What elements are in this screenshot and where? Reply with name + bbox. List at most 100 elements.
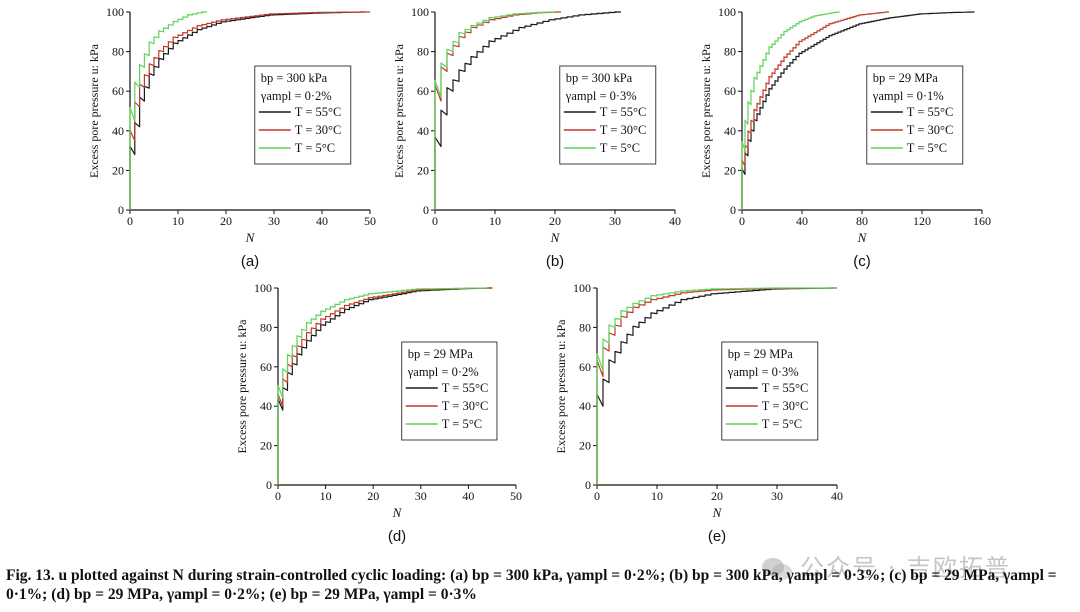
wechat-logo-icon [762,558,792,580]
y-axis-label: Excess pore pressure u: kPa [392,43,406,178]
y-axis-label: Excess pore pressure u: kPa [554,319,568,454]
x-axis-label: N [550,230,561,245]
legend-bp: bp = 29 MPa [408,347,473,361]
y-tick-label: 100 [573,281,591,295]
x-tick-label: 160 [973,214,991,228]
chart-panel-a: 0 10 20 30 40 50 0 20 40 60 80 100 N Excess pore pres… [87,5,376,270]
legend-entry: T = 5°C [762,417,802,431]
y-tick-label: 40 [724,124,736,138]
y-axis-label: Excess pore pressure u: kPa [87,43,101,178]
legend-entry: T = 55°C [762,381,809,395]
x-tick-label: 30 [415,489,427,503]
x-tick-label: 10 [320,489,332,503]
panel-label: (e) [708,528,726,545]
y-tick-label: 80 [724,45,736,59]
series-line-T30 [129,11,370,210]
y-tick-label: 60 [724,84,736,98]
x-axis-label: N [245,230,256,245]
y-tick-label: 0 [730,203,736,217]
y-tick-label: 20 [724,163,736,177]
legend-bp: bp = 300 kPa [566,71,633,85]
y-tick-label: 60 [112,84,124,98]
x-tick-label: 40 [669,214,681,228]
legend-gamma: γampl = 0·3% [565,89,637,103]
x-tick-label: 0 [594,489,600,503]
x-tick-label: 0 [432,214,438,228]
legend-entry: T = 30°C [442,399,489,413]
y-tick-label: 40 [112,124,124,138]
y-axis-label: Excess pore pressure u: kPa [235,319,249,454]
x-axis-label: N [392,505,403,520]
series-line-T5 [596,287,837,485]
legend-gamma: γampl = 0·1% [872,89,944,103]
caption-fig-label: Fig. 13. [6,567,55,584]
legend-entry: T = 55°C [907,105,954,119]
chart-panel-d: 0 10 20 30 40 50 0 20 40 60 80 100 N Excess pore pres… [235,281,522,545]
y-tick-label: 20 [417,163,429,177]
x-tick-label: 10 [172,214,184,228]
legend-gamma: γampl = 0·2% [407,365,479,379]
y-tick-label: 40 [260,399,272,413]
legend-bp: bp = 29 MPa [873,71,938,85]
legend-entry: T = 30°C [295,123,342,137]
figure-caption: Fig. 13. u plotted against N during stra… [6,566,1076,604]
y-tick-label: 40 [579,399,591,413]
y-tick-label: 100 [411,5,429,19]
watermark: 公众号 · 吉欧拓普 [760,548,1011,583]
y-tick-label: 0 [585,478,591,492]
y-tick-label: 100 [106,5,124,19]
watermark-text: 公众号 · 吉欧拓普 [800,554,1011,582]
y-tick-label: 60 [417,84,429,98]
series-line-T5 [434,11,555,210]
legend-entry: T = 5°C [600,141,640,155]
y-tick-label: 20 [579,439,591,453]
x-tick-label: 80 [856,214,868,228]
y-tick-label: 0 [423,203,429,217]
caption-text: u plotted against N during strain-contro… [6,567,1057,603]
y-tick-label: 100 [718,5,736,19]
x-tick-label: 20 [220,214,232,228]
series-line-T30 [741,11,889,210]
y-tick-label: 80 [112,45,124,59]
panel-label: (b) [546,253,564,270]
y-tick-label: 40 [417,124,429,138]
x-tick-label: 120 [913,214,931,228]
y-tick-label: 20 [112,163,124,177]
panel-label: (d) [388,528,406,545]
x-tick-label: 30 [771,489,783,503]
y-tick-label: 60 [260,360,272,374]
legend-entry: T = 5°C [295,141,335,155]
series-line-T55 [434,11,622,210]
x-tick-label: 10 [651,489,663,503]
panel-label: (c) [853,253,871,270]
x-tick-label: 30 [268,214,280,228]
x-axis-label: N [712,505,723,520]
x-axis-label: N [857,230,868,245]
series-line-T5 [277,287,488,485]
x-tick-label: 30 [609,214,621,228]
series-line-T5 [129,11,207,210]
x-tick-label: 40 [796,214,808,228]
x-tick-label: 40 [316,214,328,228]
y-tick-label: 80 [417,45,429,59]
legend-entry: T = 5°C [442,417,482,431]
panel-label: (a) [241,253,259,270]
legend-entry: T = 30°C [762,399,809,413]
legend-entry: T = 55°C [295,105,342,119]
legend-entry: T = 55°C [442,381,489,395]
x-tick-label: 50 [364,214,376,228]
series-line-T55 [741,11,975,210]
y-tick-label: 100 [254,281,272,295]
x-tick-label: 20 [549,214,561,228]
legend-entry: T = 55°C [600,105,647,119]
chart-panel-e: 0 10 20 30 40 0 20 40 60 80 100 N Excess pore pressu… [554,281,843,545]
y-axis-label: Excess pore pressure u: kPa [699,43,713,178]
legend-bp: bp = 29 MPa [728,347,793,361]
legend-gamma: γampl = 0·3% [727,365,799,379]
x-tick-label: 20 [711,489,723,503]
chart-panel-c: 0 40 80 120 160 0 20 40 60 80 100 N Excess pore pres… [699,5,991,270]
y-tick-label: 0 [266,478,272,492]
legend-gamma: γampl = 0·2% [260,89,332,103]
series-line-T5 [741,11,840,210]
